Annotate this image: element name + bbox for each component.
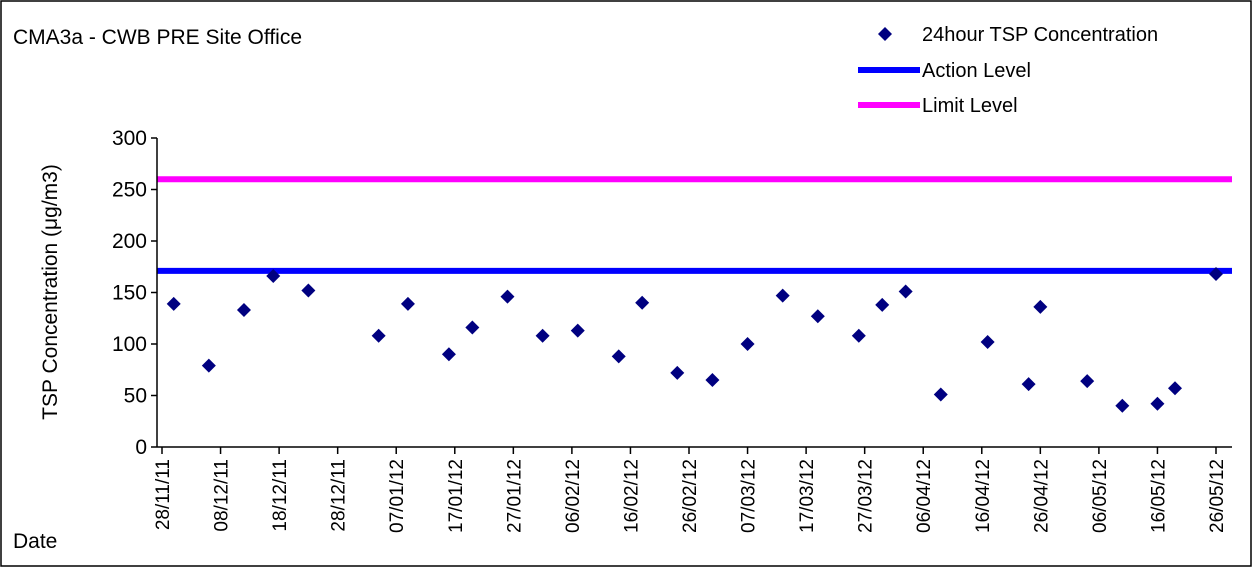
x-tick-label: 28/11/11	[153, 459, 174, 530]
y-tick-label: 200	[112, 230, 147, 253]
data-point	[1150, 396, 1165, 411]
x-tick-label: 17/01/12	[446, 459, 467, 533]
legend-label-scatter: 24hour TSP Concentration	[922, 24, 1158, 46]
y-tick-label: 0	[135, 436, 147, 459]
data-point	[236, 303, 251, 318]
x-tick-label: 06/05/12	[1090, 459, 1111, 533]
y-tick-label: 50	[124, 385, 147, 408]
data-point	[1033, 299, 1048, 314]
data-point	[371, 328, 386, 343]
x-tick-label: 26/02/12	[680, 459, 701, 533]
data-point	[810, 309, 825, 324]
x-tick-label: 18/12/11	[270, 459, 291, 532]
x-tick-label: 07/03/12	[739, 459, 760, 533]
data-point	[705, 373, 720, 388]
data-point	[740, 337, 755, 351]
data-point	[465, 320, 480, 335]
x-tick-label: 26/05/12	[1207, 459, 1228, 533]
chart-title: CMA3a - CWB PRE Site Office	[13, 26, 302, 49]
y-tick-label: 100	[112, 333, 147, 356]
legend-label-limit-level: Limit Level	[922, 95, 1018, 117]
x-tick-label: 28/12/11	[329, 459, 350, 532]
data-point	[851, 328, 866, 343]
x-tick-label: 27/01/12	[504, 459, 525, 533]
legend-marker-scatter	[878, 27, 892, 41]
x-tick-label: 06/04/12	[914, 459, 935, 533]
data-point	[500, 289, 515, 304]
data-point	[400, 296, 415, 311]
data-point	[1209, 266, 1223, 281]
x-tick-label: 16/05/12	[1148, 459, 1169, 533]
data-point	[611, 349, 626, 364]
data-point	[441, 347, 456, 362]
data-point	[1080, 374, 1095, 389]
data-point	[535, 328, 550, 343]
data-points-layer	[166, 266, 1223, 413]
ticks-layer: 0 50 100 150 200 250 300 28/11/11 08/12/11 18/12/…	[112, 127, 1228, 533]
data-point	[775, 288, 790, 303]
data-point	[933, 387, 948, 402]
data-point	[301, 283, 316, 298]
y-tick-label: 300	[112, 127, 147, 150]
data-point	[1115, 398, 1130, 413]
data-point	[1021, 377, 1036, 392]
x-tick-label: 16/04/12	[973, 459, 994, 533]
reference-lines-layer	[157, 176, 1232, 274]
x-tick-label: 16/02/12	[621, 459, 642, 533]
x-tick-label: 08/12/11	[212, 459, 233, 532]
data-point	[201, 358, 216, 373]
x-tick-label: 06/02/12	[563, 459, 584, 533]
data-point	[166, 296, 181, 311]
data-point	[570, 323, 585, 338]
y-axis-title-group: TSP Concentration (μg/m3)	[39, 164, 62, 420]
x-tick-label: 07/01/12	[387, 459, 408, 533]
data-point	[1168, 381, 1183, 396]
y-tick-label: 250	[112, 179, 147, 202]
y-axis-title: TSP Concentration (μg/m3)	[39, 164, 62, 420]
data-point	[670, 365, 685, 380]
data-point	[980, 334, 995, 349]
data-point	[875, 297, 890, 312]
data-point	[898, 284, 913, 299]
legend-label-action-level: Action Level	[922, 60, 1031, 82]
x-tick-label: 27/03/12	[856, 459, 877, 533]
data-point	[635, 295, 650, 310]
legend: 24hour TSP Concentration Action Level Li…	[858, 24, 1158, 117]
y-tick-label: 150	[112, 282, 147, 305]
x-axis-title: Date	[13, 530, 57, 553]
x-tick-label: 26/04/12	[1031, 459, 1052, 533]
data-point	[266, 269, 281, 284]
x-tick-label: 17/03/12	[797, 459, 818, 533]
